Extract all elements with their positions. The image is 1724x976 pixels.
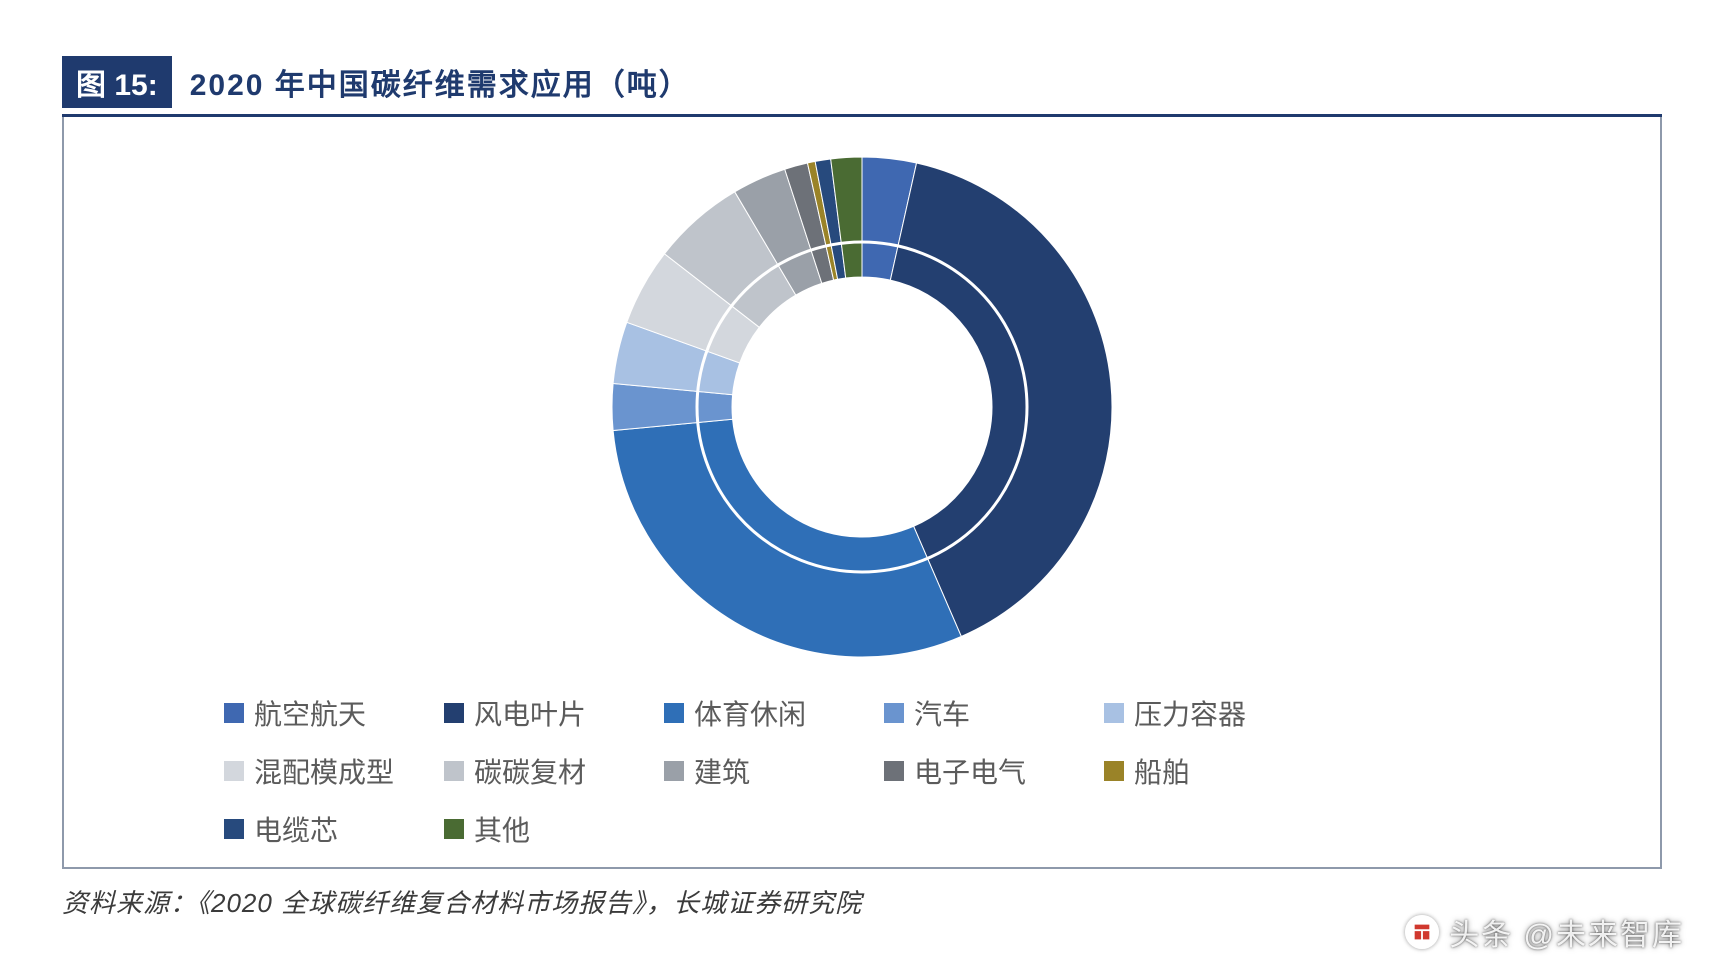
legend-item: 碳碳复材 (444, 751, 664, 791)
legend-label: 体育休闲 (694, 693, 806, 733)
legend-item: 电子电气 (884, 751, 1104, 791)
donut-slice (613, 419, 961, 657)
donut-chart-wrap (64, 127, 1660, 687)
legend-label: 其他 (474, 809, 530, 849)
legend-swatch (884, 761, 904, 781)
legend-label: 建筑 (694, 751, 750, 791)
legend-swatch (444, 703, 464, 723)
legend-swatch (224, 761, 244, 781)
legend-label: 船舶 (1134, 751, 1190, 791)
legend-item: 风电叶片 (444, 693, 664, 733)
legend-item: 航空航天 (224, 693, 444, 733)
figure-title-row: 图 15: 2020 年中国碳纤维需求应用（吨） (62, 56, 1662, 117)
chart-panel: 航空航天 风电叶片 体育休闲 汽车 压力容器混配模成型 碳碳复材 建筑 电子电气 船舶电缆芯 其他 (62, 117, 1662, 869)
legend-swatch (444, 761, 464, 781)
figure-container: 图 15: 2020 年中国碳纤维需求应用（吨） 航空航天 风电叶片 体育休闲 汽车 压… (0, 0, 1724, 976)
legend-label: 汽车 (914, 693, 970, 733)
legend-label: 电缆芯 (254, 809, 338, 849)
figure-number-badge: 图 15: (62, 56, 172, 108)
legend-label: 风电叶片 (474, 693, 586, 733)
legend-item: 船舶 (1104, 751, 1324, 791)
legend-swatch (224, 819, 244, 839)
figure-title: 2020 年中国碳纤维需求应用（吨） (190, 60, 691, 104)
legend-item: 建筑 (664, 751, 884, 791)
legend-label: 电子电气 (914, 751, 1026, 791)
legend-swatch (664, 703, 684, 723)
legend-swatch (664, 761, 684, 781)
legend-label: 碳碳复材 (474, 751, 586, 791)
legend-item: 混配模成型 (224, 751, 444, 791)
legend-item: 其他 (444, 809, 664, 849)
legend-item: 电缆芯 (224, 809, 444, 849)
watermark-icon (1405, 915, 1439, 949)
legend-swatch (444, 819, 464, 839)
legend-swatch (884, 703, 904, 723)
legend-label: 混配模成型 (254, 751, 394, 791)
legend-item: 汽车 (884, 693, 1104, 733)
watermark: 头条 @未来智库 (1405, 910, 1684, 954)
legend-swatch (1104, 703, 1124, 723)
legend-item: 体育休闲 (664, 693, 884, 733)
donut-chart (582, 127, 1142, 687)
legend-label: 航空航天 (254, 693, 366, 733)
watermark-text: 头条 @未来智库 (1449, 910, 1684, 954)
legend-item: 压力容器 (1104, 693, 1324, 733)
legend-swatch (1104, 761, 1124, 781)
chart-legend: 航空航天 风电叶片 体育休闲 汽车 压力容器混配模成型 碳碳复材 建筑 电子电气 船舶电缆芯 其他 (64, 693, 1660, 849)
legend-label: 压力容器 (1134, 693, 1246, 733)
legend-swatch (224, 703, 244, 723)
